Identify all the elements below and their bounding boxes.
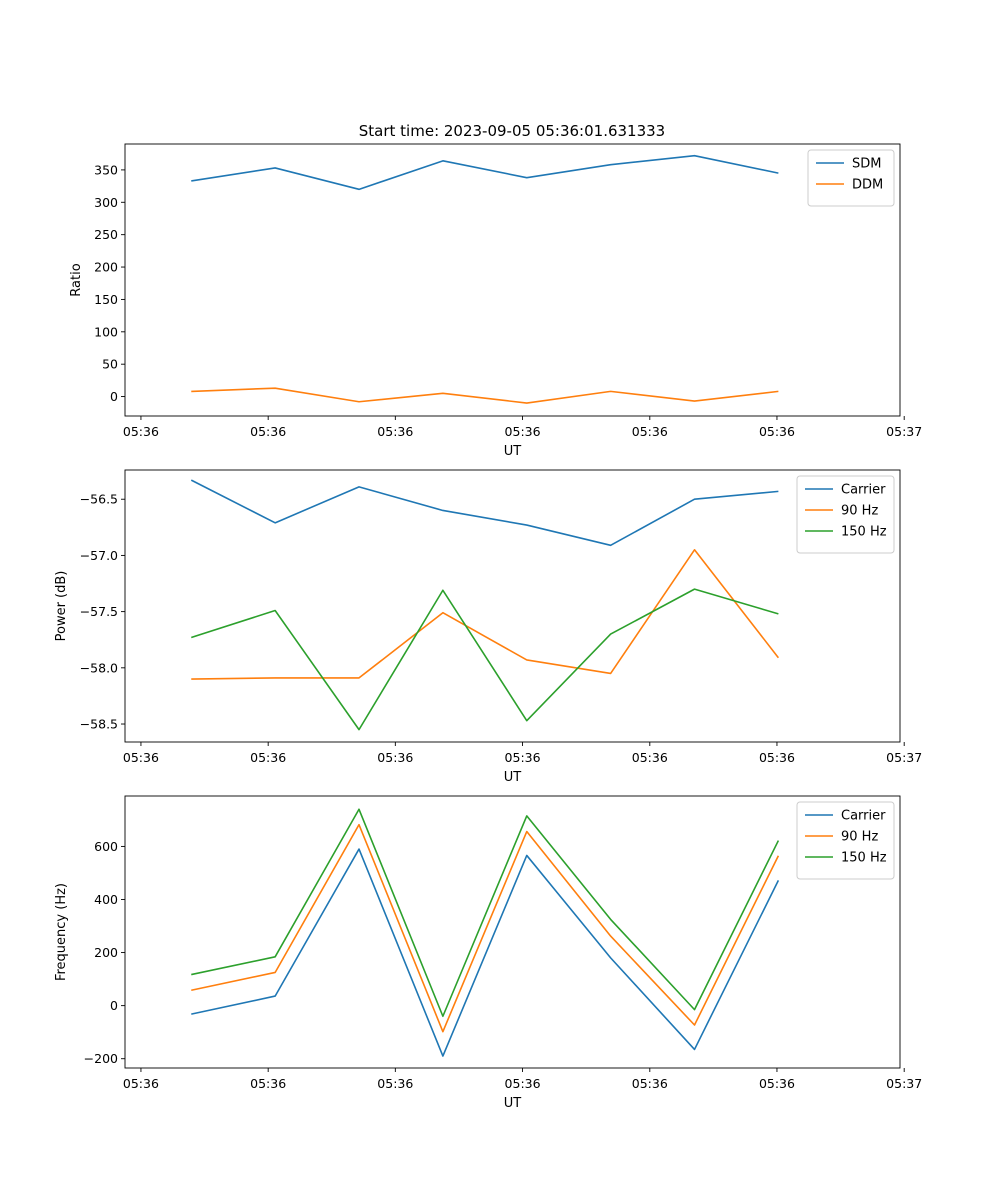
y-tick-label: 200 [94, 260, 118, 275]
y-tick-label: −56.5 [80, 492, 118, 507]
series-line-sdm [191, 154, 779, 191]
x-axis-label: UT [504, 1096, 522, 1111]
y-tick-label: 50 [102, 357, 118, 372]
series-line-carrier [191, 848, 780, 1057]
legend: SDM DDM [807, 149, 895, 207]
series-line-90-hz [191, 548, 780, 680]
legend-label: Carrier [841, 483, 886, 498]
y-tick-label: −58.5 [80, 717, 118, 732]
y-tick-label: −200 [84, 1051, 118, 1066]
y-tick-label: 250 [94, 227, 118, 242]
legend-label: 150 Hz [841, 851, 887, 866]
legend-label: DDM [852, 178, 883, 193]
series-line-carrier [190, 479, 779, 547]
legend-label: 90 Hz [841, 830, 878, 845]
y-tick-label: 300 [94, 195, 118, 210]
y-tick-label: −57.5 [80, 604, 118, 619]
legend-label: Carrier [841, 809, 886, 824]
series-line-150-hz [191, 808, 780, 1018]
series-line-90-hz [191, 823, 780, 1033]
y-tick-label: 100 [94, 324, 118, 339]
x-axis-label: UT [504, 770, 522, 785]
y-tick-label: 350 [94, 162, 118, 177]
axes-frame [124, 143, 901, 417]
figure-title: Start time: 2023-09-05 05:36:01.631333 [359, 122, 665, 140]
legend: Carrier 90 Hz 150 Hz [796, 801, 895, 880]
x-tick-label: 05:36 [250, 750, 286, 765]
x-tick-label: 05:36 [632, 750, 668, 765]
charts-container: 05:36 05:36 05:36 05:36 05:36 05:36 05:37 UT 0 50… [54, 143, 922, 1111]
x-tick-label: 05:36 [377, 1076, 413, 1091]
x-tick-label: 05:36 [759, 1076, 795, 1091]
legend: Carrier 90 Hz 150 Hz [796, 475, 895, 554]
x-tick-label: 05:37 [886, 424, 922, 439]
y-tick-label: 400 [94, 892, 118, 907]
y-axis-label: Ratio [69, 263, 84, 296]
series-line-ddm [191, 387, 779, 404]
legend-box [796, 801, 895, 880]
x-axis-label: UT [504, 444, 522, 459]
x-tick-label: 05:36 [632, 424, 668, 439]
series-line-150-hz [191, 588, 779, 731]
y-axis-label: Frequency (Hz) [54, 883, 69, 981]
axes-frame [124, 795, 901, 1069]
y-tick-label: −58.0 [80, 660, 118, 675]
x-tick-label: 05:36 [250, 424, 286, 439]
legend-box [796, 475, 895, 554]
y-tick-label: 0 [110, 998, 118, 1013]
y-tick-label: 0 [110, 389, 118, 404]
x-tick-label: 05:36 [123, 1076, 159, 1091]
x-tick-label: 05:36 [250, 1076, 286, 1091]
x-tick-label: 05:36 [123, 424, 159, 439]
chart-panel-3: 05:36 05:36 05:36 05:36 05:36 05:36 05:37 UT −20… [54, 795, 922, 1111]
legend-box [807, 149, 895, 207]
y-tick-label: 150 [94, 292, 118, 307]
x-tick-label: 05:36 [505, 424, 541, 439]
x-tick-label: 05:36 [759, 424, 795, 439]
chart-panel-1: 05:36 05:36 05:36 05:36 05:36 05:36 05:37 UT 0 50… [69, 143, 922, 459]
axes-frame [124, 469, 901, 743]
x-tick-label: 05:36 [505, 750, 541, 765]
legend-label: 150 Hz [841, 525, 887, 540]
x-tick-label: 05:36 [632, 1076, 668, 1091]
y-axis-label: Power (dB) [54, 571, 69, 642]
legend-label: SDM [852, 157, 881, 172]
x-tick-label: 05:36 [377, 750, 413, 765]
chart-panel-2: 05:36 05:36 05:36 05:36 05:36 05:36 05:37 UT −58… [54, 469, 922, 785]
x-tick-label: 05:36 [377, 424, 413, 439]
y-tick-label: 600 [94, 839, 118, 854]
legend-label: 90 Hz [841, 504, 878, 519]
x-tick-label: 05:37 [886, 1076, 922, 1091]
x-tick-label: 05:36 [759, 750, 795, 765]
x-tick-label: 05:36 [123, 750, 159, 765]
x-tick-label: 05:37 [886, 750, 922, 765]
y-tick-label: −57.0 [80, 548, 118, 563]
x-tick-label: 05:36 [505, 1076, 541, 1091]
y-tick-label: 200 [94, 945, 118, 960]
